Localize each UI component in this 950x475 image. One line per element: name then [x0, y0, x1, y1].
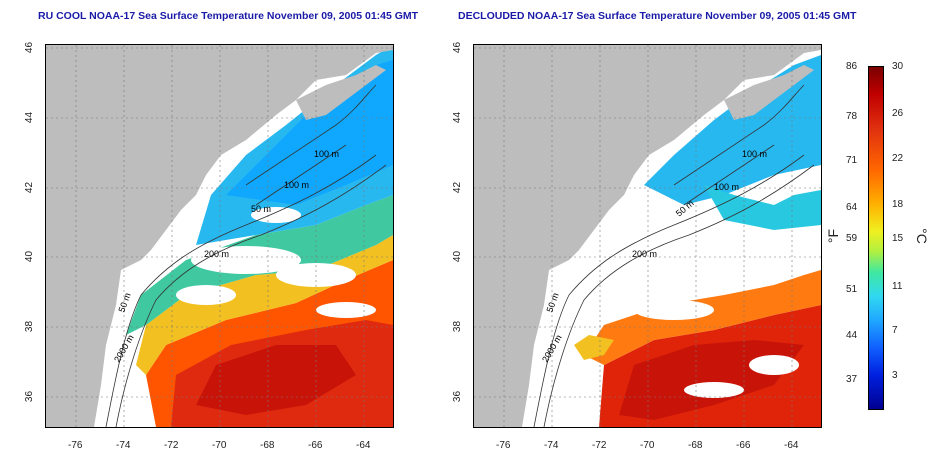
lon-tick: -72: [592, 440, 607, 451]
celsius-tick: 11: [892, 281, 903, 292]
fahrenheit-tick: 51: [846, 284, 858, 295]
contour-label: 100 m: [284, 180, 309, 190]
hot-center: [196, 345, 356, 415]
fahrenheit-tick: 86: [846, 61, 858, 72]
fahrenheit-tick: 37: [846, 374, 858, 385]
land-mass: [46, 45, 393, 427]
lat-tick: 44: [24, 111, 36, 124]
lat-tick: 38: [452, 320, 464, 333]
fahrenheit-tick: 64: [846, 202, 858, 213]
celsius-tick: 15: [892, 233, 904, 244]
contour-label: 100 m: [742, 149, 767, 159]
contour-label: 100 m: [314, 149, 339, 159]
lon-tick: -74: [544, 440, 559, 451]
nova-scotia: [296, 65, 386, 120]
lon-tick: -68: [688, 440, 703, 451]
lon-tick: -64: [356, 440, 371, 451]
lat-tick: 42: [24, 181, 36, 194]
fahrenheit-tick: 71: [846, 155, 858, 166]
sst-map-right-graphic: 100 m 100 m 50 m 200 m 50 m 2000 m: [474, 45, 821, 427]
cold-water-bright: [226, 60, 393, 205]
lon-tick: -64: [784, 440, 799, 451]
celsius-tick: 3: [892, 370, 898, 381]
celsius-tick: 18: [892, 199, 904, 210]
sst-map-right[interactable]: 100 m 100 m 50 m 200 m 50 m 2000 m: [473, 44, 822, 428]
cloud-patches: [604, 235, 814, 398]
lat-tick: 42: [452, 181, 464, 194]
bathymetry-contours: [105, 84, 387, 427]
celsius-tick: 22: [892, 153, 904, 164]
lon-tick: -76: [496, 440, 511, 451]
lon-tick: -68: [260, 440, 275, 451]
map-title-right: DECLOUDED NOAA-17 Sea Surface Temperatur…: [458, 10, 857, 22]
fahrenheit-tick: 44: [846, 330, 858, 341]
lon-tick: -72: [164, 440, 179, 451]
map-title-left: RU COOL NOAA-17 Sea Surface Temperature …: [38, 10, 419, 22]
lat-tick: 36: [24, 390, 36, 403]
nova-scotia: [724, 65, 814, 120]
lon-tick: -70: [212, 440, 227, 451]
lon-tick: -66: [736, 440, 751, 451]
contour-label: 50 m: [251, 204, 271, 214]
fahrenheit-tick: 59: [846, 233, 858, 244]
contour-label: 200 m: [632, 249, 657, 259]
fahrenheit-unit-label: °F: [825, 228, 842, 244]
lon-tick: -66: [308, 440, 323, 451]
lon-tick: -74: [116, 440, 131, 451]
sst-map-left-graphic: 100 m 100 m 50 m 200 m 50 m 2000 m: [46, 45, 393, 427]
celsius-tick: 7: [892, 325, 898, 336]
celsius-tick: 30: [892, 61, 904, 72]
sst-map-left[interactable]: 100 m 100 m 50 m 200 m 50 m 2000 m: [45, 44, 394, 428]
orange-shelf-region: [584, 270, 821, 365]
celsius-unit-label: °C: [913, 228, 930, 244]
temperature-colorbar: [868, 66, 884, 410]
bathymetry-contours: [533, 84, 815, 427]
lat-tick: 46: [452, 41, 464, 54]
contour-label: 200 m: [204, 249, 229, 259]
lat-tick: 40: [24, 250, 36, 263]
land-mass: [474, 45, 821, 427]
lat-tick: 36: [452, 390, 464, 403]
lon-tick: -70: [640, 440, 655, 451]
celsius-tick: 26: [892, 108, 904, 119]
lat-tick: 38: [24, 320, 36, 333]
lat-tick: 40: [452, 250, 464, 263]
lon-tick: -76: [68, 440, 83, 451]
yellow-patch: [574, 335, 614, 360]
contour-label: 100 m: [714, 182, 739, 192]
fahrenheit-tick: 78: [846, 111, 858, 122]
lat-tick: 46: [24, 41, 36, 54]
lat-tick: 44: [452, 111, 464, 124]
